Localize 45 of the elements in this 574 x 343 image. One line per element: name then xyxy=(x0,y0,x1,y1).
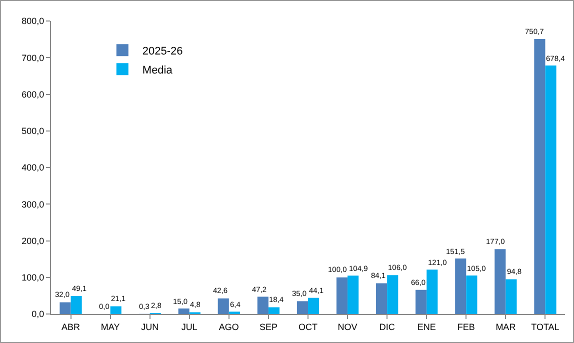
bar xyxy=(348,276,359,314)
x-tick-label: SEP xyxy=(259,322,278,332)
y-tick-label: 300,0 xyxy=(22,199,44,210)
bar xyxy=(545,66,556,314)
x-tick-label: OCT xyxy=(298,322,318,332)
x-tick-label: AGO xyxy=(218,322,239,332)
bar xyxy=(336,277,348,314)
bar xyxy=(257,296,268,314)
bar xyxy=(70,296,82,314)
x-tick-label: MAR xyxy=(496,322,516,332)
bar xyxy=(178,308,190,314)
x-tick-label: JUL xyxy=(181,322,198,332)
y-tick-label: 200,0 xyxy=(22,236,44,246)
y-tick-label: 800,0 xyxy=(22,16,44,26)
x-tick-label: JUN xyxy=(141,322,159,332)
y-tick-label: 600,0 xyxy=(22,89,44,100)
bar xyxy=(296,301,308,314)
bar xyxy=(110,306,122,314)
y-tick-label: 0,0 xyxy=(32,309,44,320)
y-tick-label: 400,0 xyxy=(22,162,44,173)
bar xyxy=(268,307,280,314)
x-tick-label: FEB xyxy=(457,322,475,332)
legend-label: Media xyxy=(142,64,174,76)
y-tick-label: 500,0 xyxy=(22,126,44,136)
bar xyxy=(218,298,229,314)
bar xyxy=(387,275,398,314)
bar xyxy=(416,290,427,314)
x-tick-label: TOTAL xyxy=(531,322,560,332)
bar xyxy=(426,270,438,314)
bar xyxy=(466,276,478,314)
bar xyxy=(534,39,546,314)
x-tick-label: NOV xyxy=(338,322,358,332)
x-tick-label: ENE xyxy=(417,322,436,332)
bar xyxy=(60,302,71,314)
x-tick-label: MAY xyxy=(100,322,120,332)
x-tick-label: ABR xyxy=(62,322,81,332)
bar xyxy=(376,283,388,314)
bar xyxy=(455,258,466,314)
x-tick-label: DIC xyxy=(379,322,396,332)
bar xyxy=(506,279,517,314)
y-tick-label: 700,0 xyxy=(22,52,44,63)
y-tick-label: 100,0 xyxy=(22,272,44,283)
legend-label: 2025-26 xyxy=(142,45,183,58)
bar xyxy=(308,298,320,314)
bar xyxy=(494,249,506,314)
